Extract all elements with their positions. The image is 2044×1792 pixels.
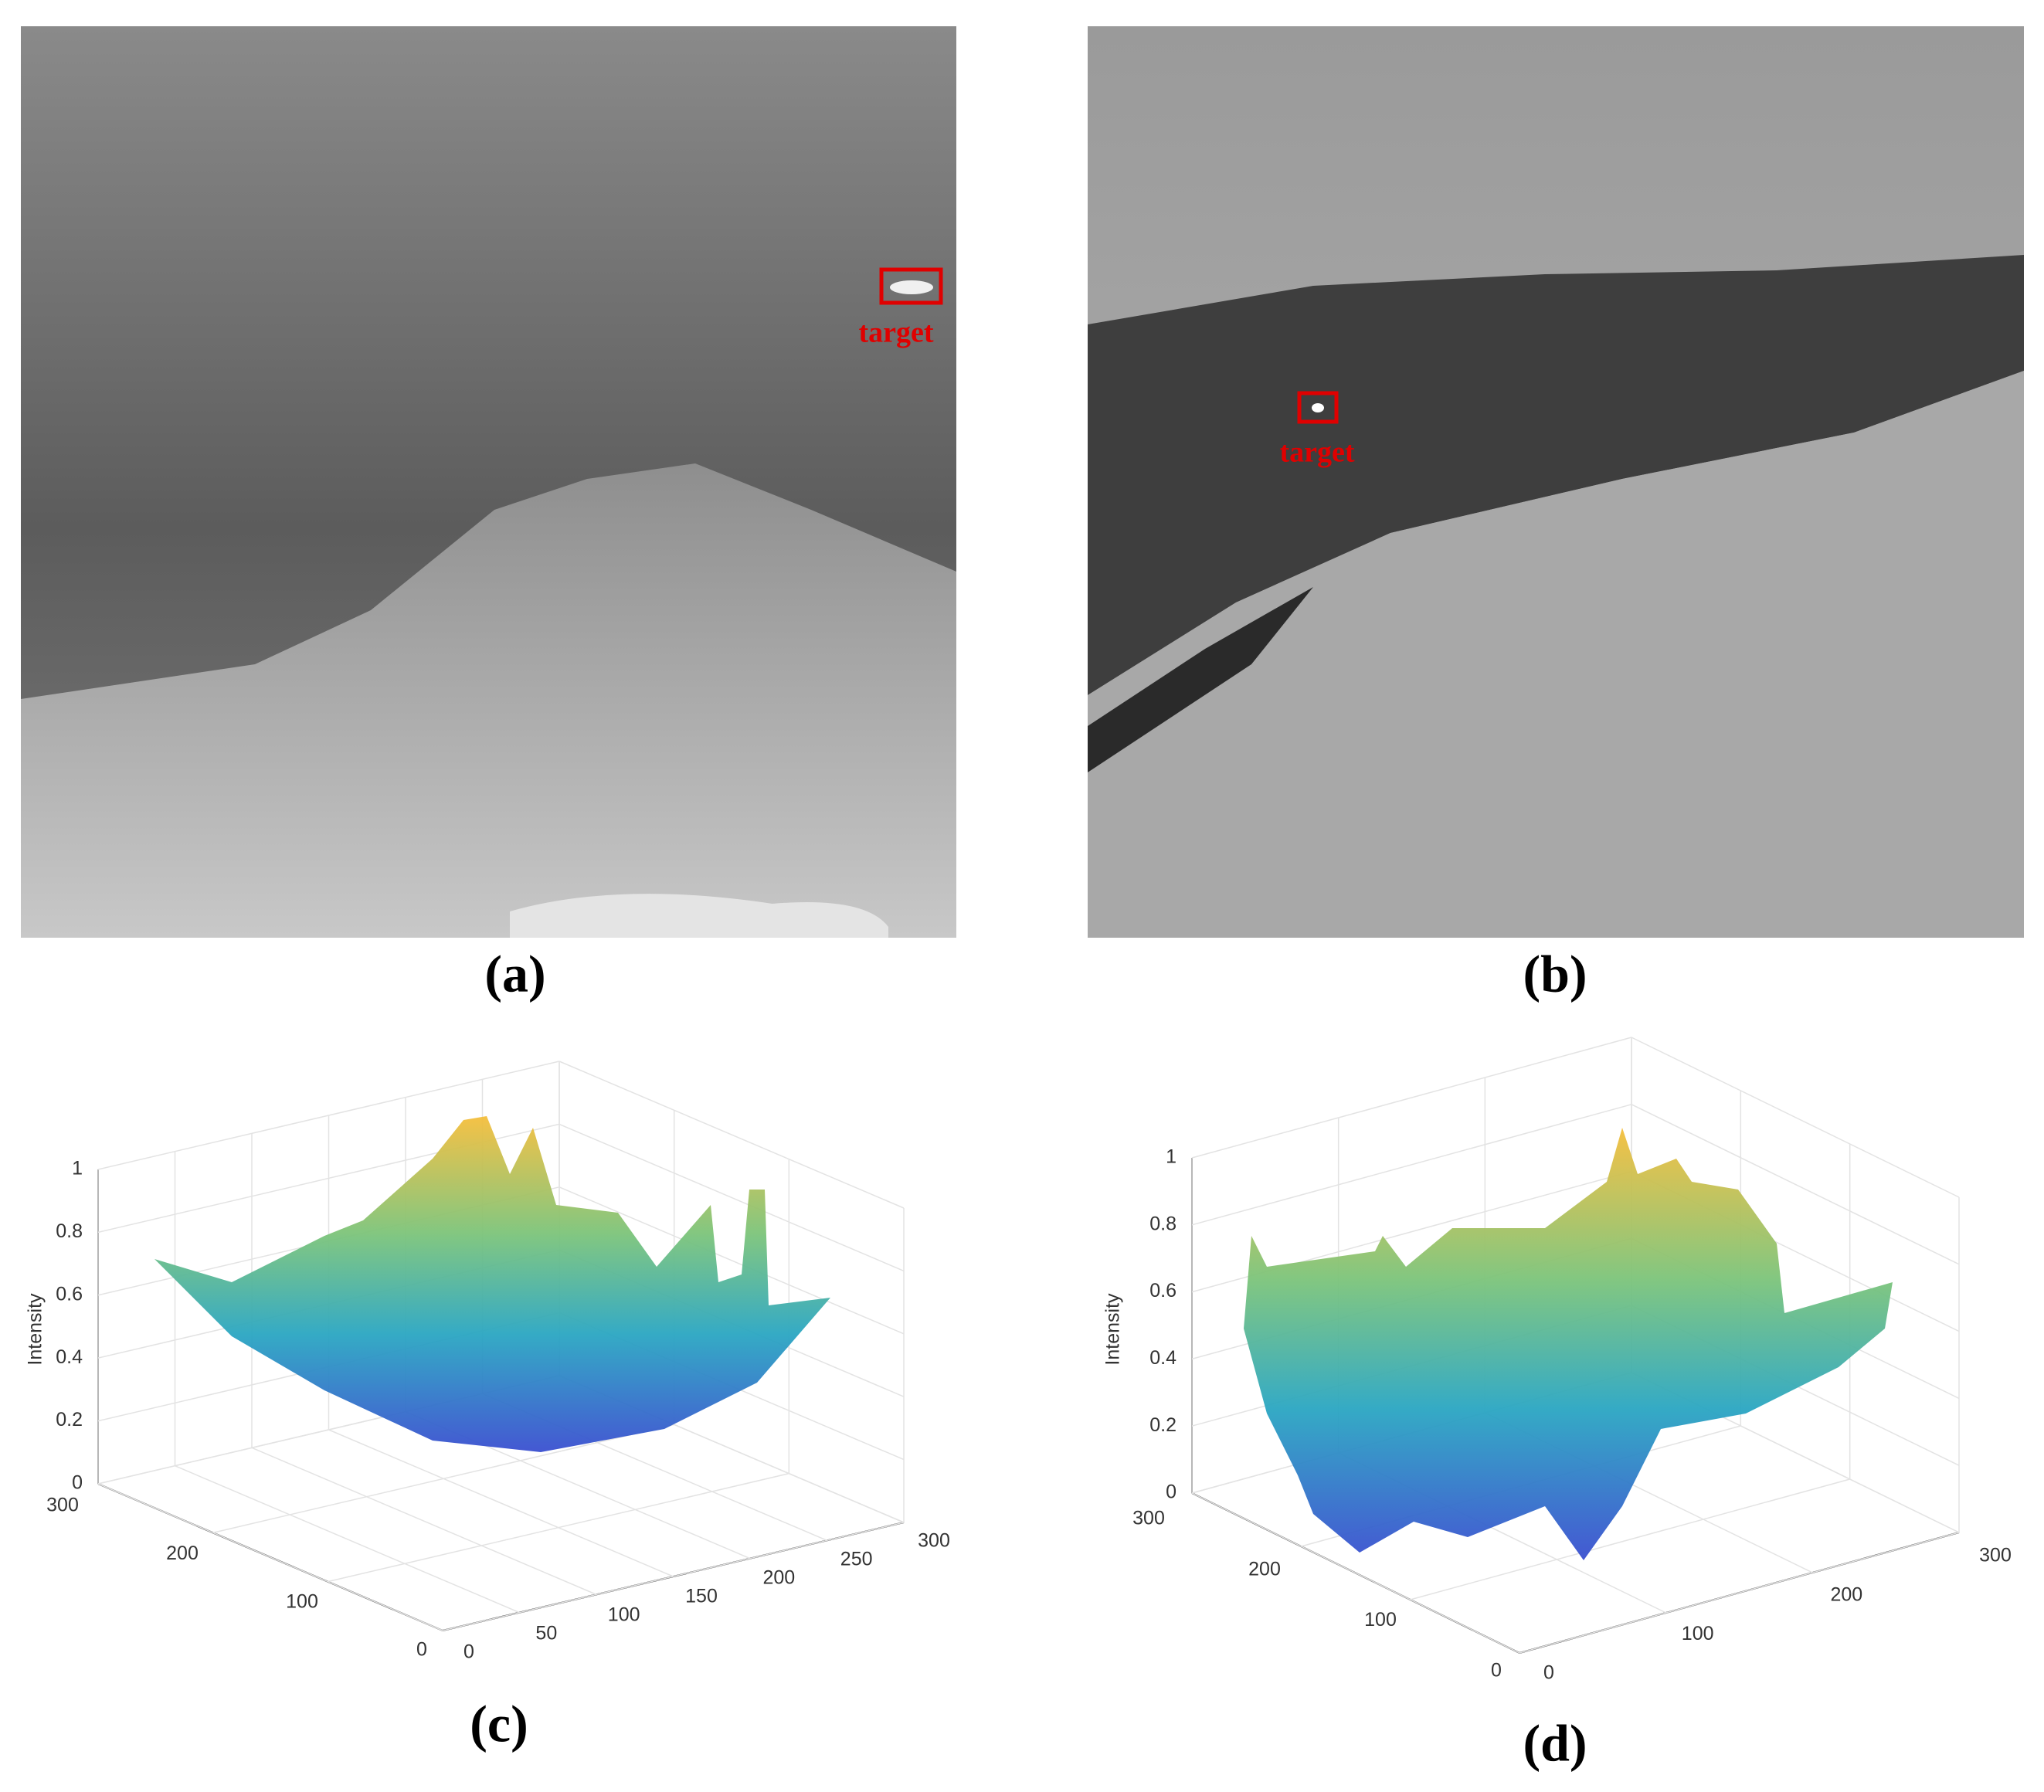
z-tick-label: 0.2 xyxy=(56,1409,83,1431)
grid-line xyxy=(559,1186,905,1335)
image-a: target xyxy=(21,26,956,938)
x-tick-label: 300 xyxy=(918,1530,950,1552)
panel-label: (a) xyxy=(484,945,545,1003)
x-tick-label: 0 xyxy=(1543,1662,1554,1684)
x-tick-label: 50 xyxy=(535,1623,557,1644)
x-tick-label: 300 xyxy=(1979,1545,2012,1566)
grid-line xyxy=(1631,1104,1960,1265)
grid-line xyxy=(97,1061,560,1170)
panel-label: (d) xyxy=(1523,1714,1587,1773)
z-tick-label: 0.6 xyxy=(1149,1280,1176,1302)
grid-line xyxy=(1191,1104,1632,1226)
z-tick-label: 0.4 xyxy=(56,1346,83,1368)
grid-line xyxy=(1191,1492,1520,1654)
z-axis-label: Intensity xyxy=(1102,1293,1124,1366)
grid-line xyxy=(442,1522,905,1631)
grid-line xyxy=(559,1061,905,1209)
y-tick-label: 200 xyxy=(1248,1558,1281,1580)
z-tick-label: 1 xyxy=(1166,1146,1176,1168)
grid-line xyxy=(1410,1478,1850,1600)
z-tick-label: 0 xyxy=(72,1472,83,1494)
panel-label: (b) xyxy=(1523,945,1587,1003)
panel-label: (c) xyxy=(470,1695,528,1753)
x-tick-label: 100 xyxy=(608,1604,640,1626)
x-tick-label: 200 xyxy=(762,1567,795,1589)
grid-line xyxy=(559,1123,905,1272)
surface xyxy=(1244,1128,1893,1560)
z-tick-label: 1 xyxy=(72,1158,83,1179)
z-tick-label: 0.2 xyxy=(1149,1414,1176,1436)
y-tick-label: 100 xyxy=(1364,1609,1397,1631)
x-tick-label: 200 xyxy=(1830,1583,1862,1605)
grid-line xyxy=(1191,1037,1632,1159)
grid-line xyxy=(1519,1532,1960,1654)
image-b: target xyxy=(1088,26,2024,938)
target-label: target xyxy=(858,317,933,349)
grid-line xyxy=(328,1429,674,1577)
y-tick-label: 0 xyxy=(1491,1660,1502,1682)
y-tick-label: 300 xyxy=(46,1495,79,1516)
grid-line xyxy=(175,1464,520,1614)
y-tick-label: 200 xyxy=(166,1543,199,1564)
grid-line xyxy=(251,1447,597,1596)
grid-line xyxy=(1631,1037,1960,1198)
surface xyxy=(154,1116,830,1452)
grid-line xyxy=(212,1424,674,1534)
y-tick-label: 300 xyxy=(1132,1508,1165,1529)
z-tick-label: 0.4 xyxy=(1149,1347,1176,1369)
grid-line xyxy=(97,1483,443,1631)
grid-line xyxy=(328,1472,789,1583)
x-tick-label: 0 xyxy=(463,1641,474,1663)
x-tick-label: 100 xyxy=(1682,1623,1714,1644)
x-tick-label: 150 xyxy=(685,1586,718,1607)
y-tick-label: 0 xyxy=(416,1639,427,1661)
x-tick-label: 250 xyxy=(840,1549,873,1570)
target-label: target xyxy=(1279,436,1354,469)
z-tick-label: 0.8 xyxy=(1149,1213,1176,1234)
z-tick-label: 0.8 xyxy=(56,1220,83,1242)
z-axis-label: Intensity xyxy=(25,1293,46,1366)
z-tick-label: 0.6 xyxy=(56,1283,83,1305)
z-tick-label: 0 xyxy=(1166,1481,1176,1503)
y-tick-label: 100 xyxy=(286,1590,318,1612)
